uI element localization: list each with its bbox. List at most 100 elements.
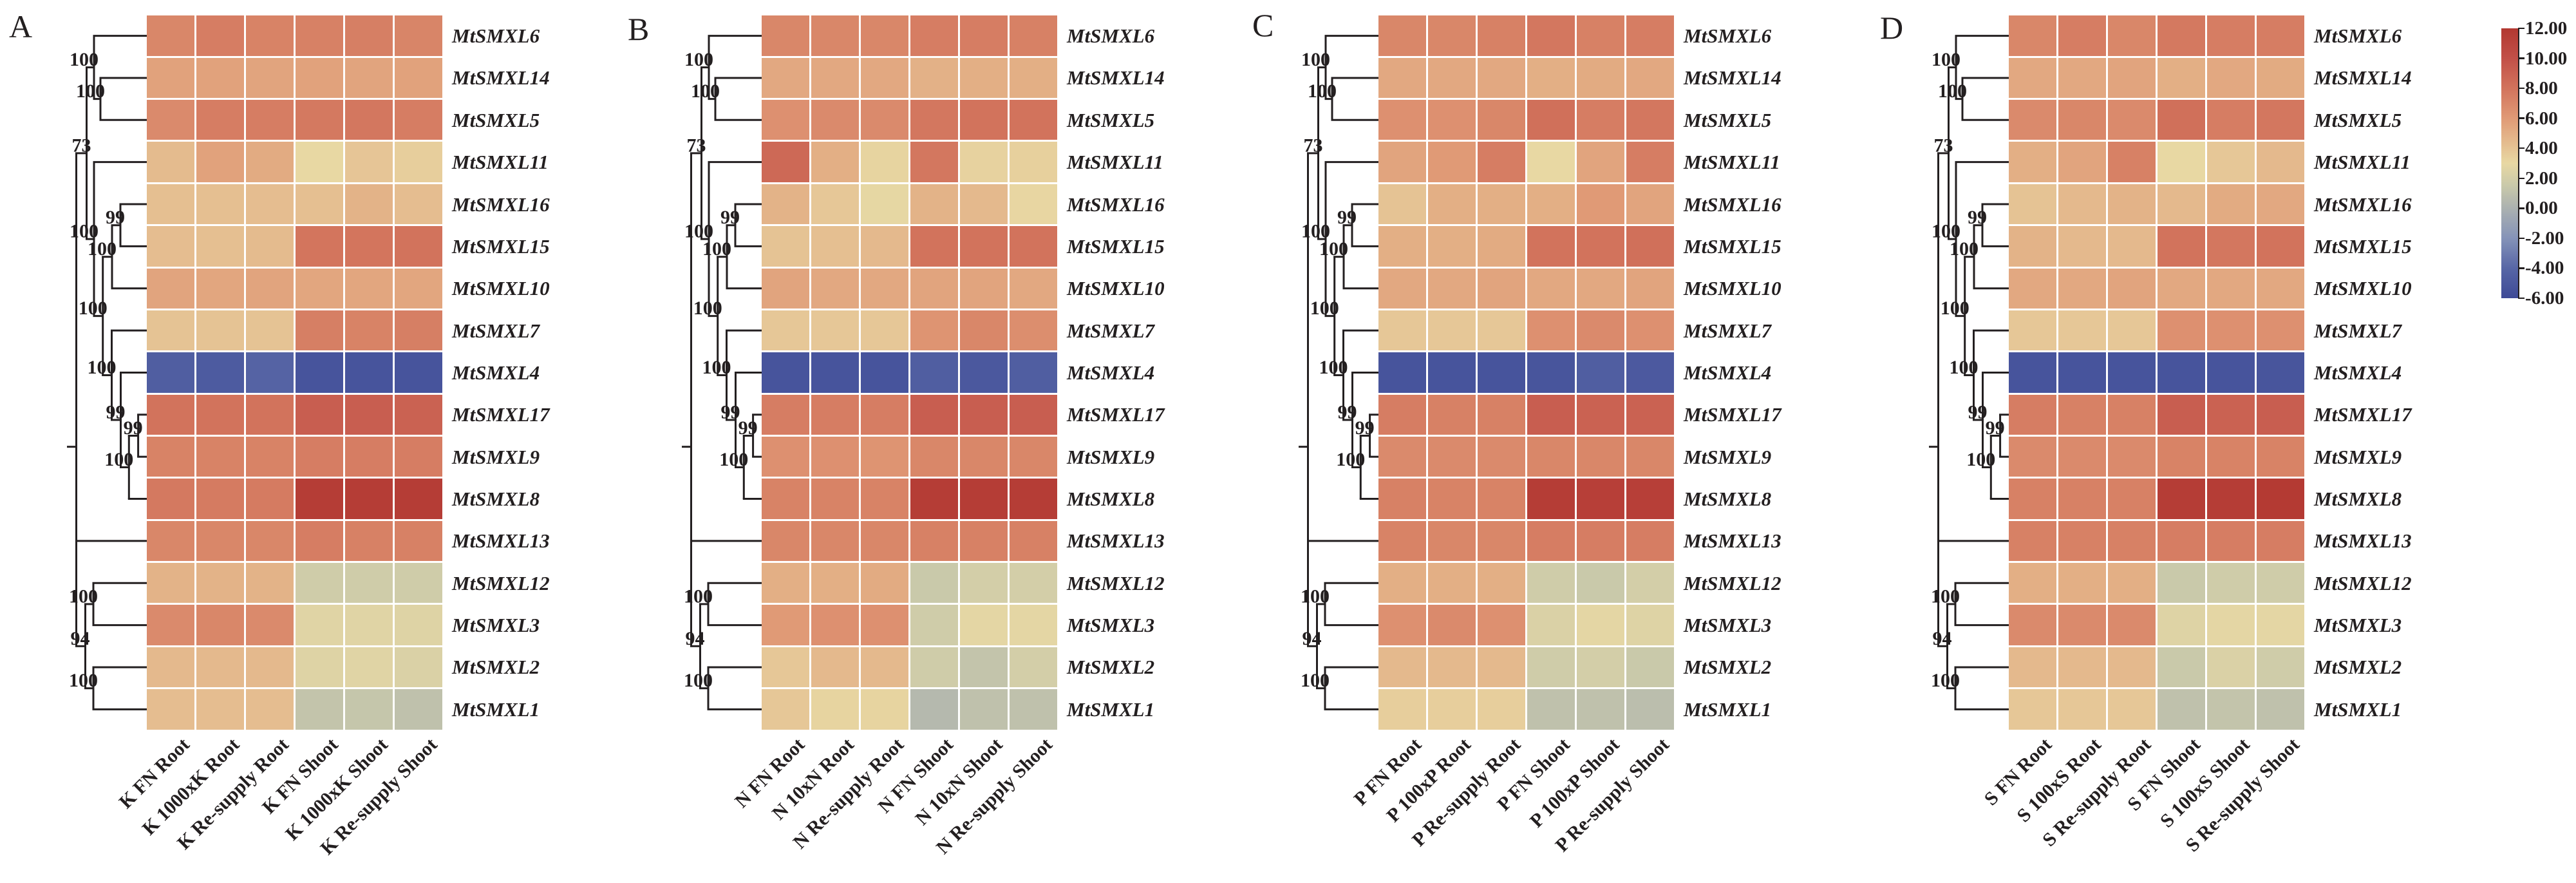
bootstrap-value: 100 [1966,449,1995,470]
bootstrap-value: 100 [1301,49,1330,70]
heatmap-cell [246,310,294,351]
heatmap-cell [2009,352,2056,393]
heatmap-cell [296,15,343,56]
heatmap-cell [2058,563,2106,603]
heatmap-cell [196,268,244,309]
heatmap-cell [196,100,244,140]
heatmap-cell [1478,57,1525,99]
heatmap-cell [811,142,859,182]
heatmap-cell [2058,520,2106,562]
heatmap-cell [861,520,908,562]
heatmap-cell [960,352,1008,393]
heatmap-cell [2158,310,2205,351]
bootstrap-value: 99 [1355,417,1375,439]
heatmap-cell [1577,142,1624,182]
heatmap-cell [296,184,343,225]
row-label: MtSMXL4 [1067,361,1155,384]
heatmap-cell [2009,15,2056,56]
heatmap-cell [2207,268,2255,309]
row-label: MtSMXL5 [1067,108,1155,131]
heatmap-cell [960,310,1008,351]
heatmap-cell [1010,689,1057,730]
heatmap-cell [1378,563,1426,603]
heatmap-cell [395,647,442,688]
heatmap-cell [296,520,343,562]
heatmap-cell [1527,226,1575,267]
heatmap-cell [2009,689,2056,730]
heatmap-cell [2058,268,2106,309]
heatmap-cell [1010,605,1057,645]
heatmap-cell [345,352,393,393]
heatmap-cell [345,563,393,603]
heatmap-cell [2009,605,2056,645]
heatmap-cell [395,689,442,730]
bootstrap-value: 100 [1931,585,1960,607]
heatmap-cell [395,268,442,309]
heatmap-cell [2257,352,2304,393]
heatmap-cell [1577,100,1624,140]
heatmap-cell [2207,352,2255,393]
heatmap-cell [196,184,244,225]
row-label: MtSMXL10 [2314,277,2412,300]
bootstrap-value: 94 [686,628,705,649]
heatmap-cell [1378,605,1426,645]
heatmap-cell [147,520,194,562]
row-label: MtSMXL14 [452,66,550,90]
bootstrap-value: 100 [1336,449,1365,470]
heatmap-cell [2158,352,2205,393]
heatmap-cell [345,268,393,309]
heatmap-cell [811,563,859,603]
row-label: MtSMXL5 [1684,108,1772,131]
heatmap-cell [2009,226,2056,267]
col-label: N FN Root [730,734,809,812]
panel-letter-C: C [1252,7,1274,43]
heatmap-cell [1428,479,1476,519]
row-label: MtSMXL3 [1067,614,1155,637]
heatmap-cell [147,15,194,56]
row-label: MtSMXL13 [1684,529,1782,553]
row-label: MtSMXL15 [2314,234,2412,258]
heatmap-cell [1478,226,1525,267]
heatmap-cell [1428,520,1476,562]
heatmap-cell [2058,184,2106,225]
heatmap-cell [246,563,294,603]
colorbar-tick [2518,147,2524,149]
heatmap-cell [2009,57,2056,99]
heatmap-cell [2207,142,2255,182]
heatmap-cell [1010,184,1057,225]
bootstrap-value: 100 [684,670,713,691]
heatmap-cell [2009,479,2056,519]
heatmap-cell [2108,100,2156,140]
heatmap-cell [811,310,859,351]
heatmap-cell [2058,57,2106,99]
heatmap-cell [910,15,958,56]
heatmap-cell [960,520,1008,562]
row-label: MtSMXL14 [1684,66,1782,90]
colorbar-tick [2518,57,2524,59]
heatmap-cell [345,142,393,182]
heatmap-cell [395,605,442,645]
heatmap-cell [345,100,393,140]
heatmap-cell [345,605,393,645]
heatmap-cell [2009,310,2056,351]
col-label: K Re-supply Root [173,734,293,854]
heatmap-cell [762,605,809,645]
heatmap-cell [2257,226,2304,267]
row-label: MtSMXL7 [452,319,540,342]
heatmap-cell [345,15,393,56]
bootstrap-value: 100 [69,670,98,691]
heatmap-cell [1378,184,1426,225]
heatmap-cell [1010,268,1057,309]
heatmap-cell [1378,436,1426,477]
heatmap-cell [196,352,244,393]
heatmap-cell [2009,436,2056,477]
heatmap-cell [1577,268,1624,309]
heatmap-cell [1527,15,1575,56]
col-label: P FN Root [1349,734,1425,810]
colorbar-tick-label: 8.00 [2525,78,2558,99]
heatmap-cell [861,142,908,182]
heatmap-cell [1527,520,1575,562]
col-label: S Re-supply Shoot [2181,734,2304,857]
heatmap-cell [960,184,1008,225]
